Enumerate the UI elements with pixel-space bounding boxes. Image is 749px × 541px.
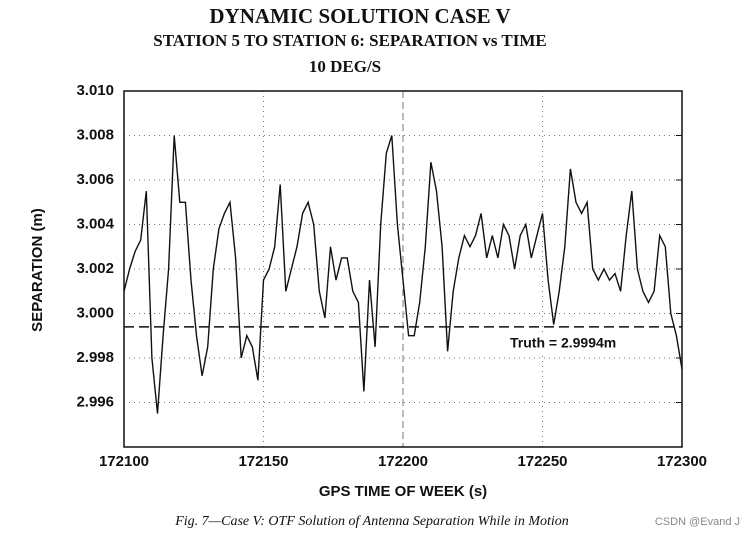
reference-label: Truth = 2.9994m bbox=[510, 335, 616, 351]
x-tick-label: 172200 bbox=[378, 453, 428, 470]
chart-subtitle: 10 DEG/S bbox=[309, 57, 381, 76]
x-axis-label: GPS TIME OF WEEK (s) bbox=[319, 483, 487, 500]
chart-subtitle: STATION 5 TO STATION 6: SEPARATION vs TI… bbox=[153, 31, 546, 50]
plot-frame bbox=[123, 90, 683, 448]
y-tick-label: 2.996 bbox=[76, 393, 114, 410]
y-tick-label: 3.000 bbox=[76, 304, 114, 321]
chart-title: DYNAMIC SOLUTION CASE V bbox=[209, 4, 510, 28]
watermark: CSDN @Evand J bbox=[655, 516, 740, 528]
x-tick-label: 172150 bbox=[238, 453, 288, 470]
x-tick-label: 172300 bbox=[657, 453, 707, 470]
y-axis-label: SEPARATION (m) bbox=[29, 208, 46, 332]
y-tick-label: 3.002 bbox=[76, 260, 114, 277]
y-tick-label: 3.010 bbox=[76, 82, 114, 99]
y-tick-label: 2.998 bbox=[76, 349, 114, 366]
x-tick-label: 172100 bbox=[99, 453, 149, 470]
data-line bbox=[123, 135, 683, 414]
caption: Fig. 7—Case V: OTF Solution of Antenna S… bbox=[174, 514, 569, 529]
y-tick-label: 3.006 bbox=[76, 171, 114, 188]
y-tick-label: 3.008 bbox=[76, 126, 114, 143]
y-tick-label: 3.004 bbox=[76, 215, 114, 232]
x-tick-label: 172250 bbox=[517, 453, 567, 470]
annotation-bg bbox=[505, 333, 645, 354]
